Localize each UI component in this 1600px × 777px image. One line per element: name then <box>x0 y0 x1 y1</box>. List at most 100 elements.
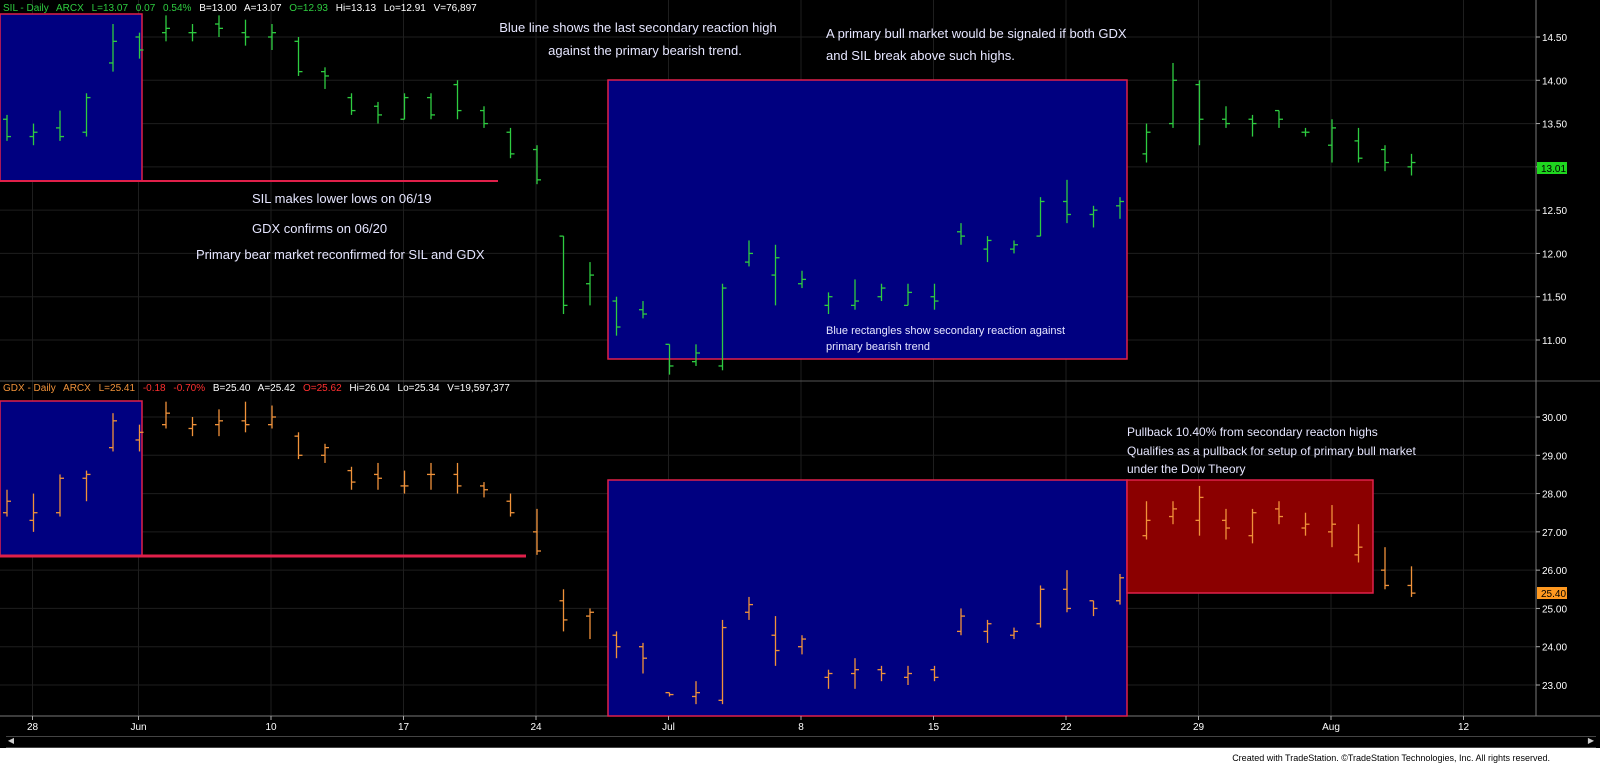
sil-ohlc-bar <box>559 235 568 315</box>
gdx-y-axis: 30.00 29.00 28.00 27.00 26.00 25.00 24.00 23.00 <box>1536 413 1567 692</box>
x-tick-label: 10 <box>265 722 277 733</box>
y-tick-label: 23.00 <box>1542 681 1567 692</box>
gdx-ohlc-bar <box>639 642 647 674</box>
gdx-ohlc-bar <box>877 665 886 682</box>
sil-ohlc-bar <box>1381 145 1389 172</box>
annotation-pullback-3: under the Dow Theory <box>1127 462 1246 476</box>
sil-ohlc-bar <box>135 32 144 59</box>
gdx-ohlc-bar <box>930 665 939 682</box>
gdx-ohlc-bar <box>453 462 462 494</box>
y-tick-label: 25.00 <box>1542 604 1567 615</box>
gdx-header-last: L=25.41 <box>99 383 136 394</box>
horizontal-scrollbar[interactable]: ◀ ▶ <box>6 736 1596 748</box>
gdx-ohlc-bar <box>1169 501 1177 525</box>
gdx-ohlc-bar <box>1195 485 1204 536</box>
gdx-ohlc-bar <box>533 508 541 555</box>
y-tick-label: 28.00 <box>1542 490 1567 501</box>
sil-ohlc-bar <box>983 236 992 263</box>
sil-ohlc-bar <box>533 145 541 185</box>
sil-ohlc-bar <box>1407 153 1416 176</box>
sil-header-open: O=12.93 <box>289 3 328 14</box>
gdx-red-pullback-rect <box>1126 479 1374 594</box>
sil-ohlc-bar <box>215 15 223 37</box>
gdx-header-title: GDX - Daily <box>3 383 56 394</box>
x-axis: 28 Jun 10 17 24 Jul 8 15 22 29 Aug 12 <box>27 716 1469 733</box>
sil-ohlc-bar <box>665 343 674 375</box>
sil-ohlc-bar <box>321 67 329 89</box>
gdx-ohlc-bar <box>1116 573 1124 605</box>
gdx-ohlc-bar <box>1222 508 1230 540</box>
sil-ohlc-bar <box>1248 114 1257 137</box>
annotation-blue-line-2: against the primary bearish trend. <box>548 43 742 58</box>
gdx-ohlc-bar <box>82 470 91 502</box>
gdx-ohlc-bar <box>1381 547 1389 590</box>
sil-blue-rect-left <box>0 13 143 182</box>
scroll-right-arrow-icon[interactable]: ▶ <box>1587 736 1595 745</box>
sil-ohlc-bar <box>268 24 276 50</box>
annotation-gdx-confirms: GDX confirms on 06/20 <box>252 221 387 236</box>
annotation-rect-1: Blue rectangles show secondary reaction … <box>826 325 1065 337</box>
sil-ohlc-bar <box>957 223 965 245</box>
gdx-ohlc-bar <box>347 466 356 490</box>
gdx-ohlc-bar <box>586 608 594 640</box>
gdx-ohlc-bar <box>3 489 11 517</box>
sil-ohlc-bar <box>1142 123 1151 163</box>
annotation-rect-2: primary bearish trend <box>826 341 930 353</box>
gdx-ohlc-bar <box>851 658 859 689</box>
sil-ohlc-bar <box>612 296 621 336</box>
sil-header-chg: 0.07 <box>136 3 156 14</box>
gdx-ohlc-bar <box>1407 566 1416 597</box>
sil-ohlc-bar <box>1301 127 1310 137</box>
gdx-ohlc-bar <box>400 470 409 494</box>
gdx-ohlc-bar <box>374 462 382 490</box>
gdx-bars <box>3 401 1416 705</box>
x-tick-label: 24 <box>530 722 542 733</box>
sil-ohlc-bar <box>877 283 886 302</box>
y-tick-label: 11.00 <box>1542 336 1567 347</box>
gdx-ohlc-bar <box>665 692 674 697</box>
y-tick-label: 13.50 <box>1542 120 1567 131</box>
sil-ohlc-bar <box>639 301 647 319</box>
x-tick-label: Jul <box>662 722 675 733</box>
x-tick-label: 8 <box>798 722 804 733</box>
sil-ohlc-bar <box>851 279 859 310</box>
sil-ohlc-bar <box>692 344 700 366</box>
y-tick-label: 30.00 <box>1542 413 1567 424</box>
gdx-header-vol: V=19,597,377 <box>447 383 510 394</box>
gdx-ohlc-bar <box>162 401 170 429</box>
gdx-blue-rect-mid <box>607 479 1128 717</box>
annotation-bear-reconfirmed: Primary bear market reconfirmed for SIL … <box>196 247 485 262</box>
gdx-ohlc-bar <box>1036 585 1045 628</box>
sil-ohlc-bar <box>347 93 356 115</box>
sil-ohlc-bar <box>453 80 462 120</box>
sil-header-title: SIL - Daily <box>3 3 49 14</box>
sil-ohlc-bar <box>586 262 594 306</box>
sil-ohlc-bar <box>718 283 727 371</box>
gdx-header-ask: A=25.42 <box>258 383 296 394</box>
gdx-last-value-bg <box>1537 587 1567 599</box>
y-tick-label: 26.00 <box>1542 566 1567 577</box>
sil-ohlc-bar <box>1010 240 1018 254</box>
gdx-ohlc-bar <box>241 401 250 433</box>
x-tick-label: 22 <box>1060 722 1072 733</box>
gdx-ohlc-bar <box>904 665 912 685</box>
gdx-ohlc-bar <box>612 631 621 659</box>
annotation-pullback-2: Qualifies as a pullback for setup of pri… <box>1127 444 1416 458</box>
gdx-header-high: Hi=26.04 <box>349 383 390 394</box>
gdx-ohlc-bar <box>29 493 38 532</box>
scroll-left-arrow-icon[interactable]: ◀ <box>7 736 15 745</box>
sil-blue-rect-mid <box>607 79 1128 360</box>
sil-bars <box>3 15 1416 375</box>
sil-ohlc-bar <box>29 123 38 146</box>
sil-ohlc-bar <box>162 15 170 42</box>
gdx-ohlc-bar <box>559 589 568 632</box>
gdx-ohlc-bar <box>294 432 303 460</box>
sil-ohlc-bar <box>506 127 515 159</box>
gdx-ohlc-bar <box>1275 501 1283 525</box>
x-tick-label: 17 <box>398 722 410 733</box>
gdx-ohlc-bar <box>268 405 276 429</box>
sil-last-value-bg <box>1537 162 1567 174</box>
y-tick-label: 29.00 <box>1542 451 1567 462</box>
gdx-ohlc-bar <box>718 619 727 705</box>
gdx-header-pct: -0.70% <box>173 383 205 394</box>
